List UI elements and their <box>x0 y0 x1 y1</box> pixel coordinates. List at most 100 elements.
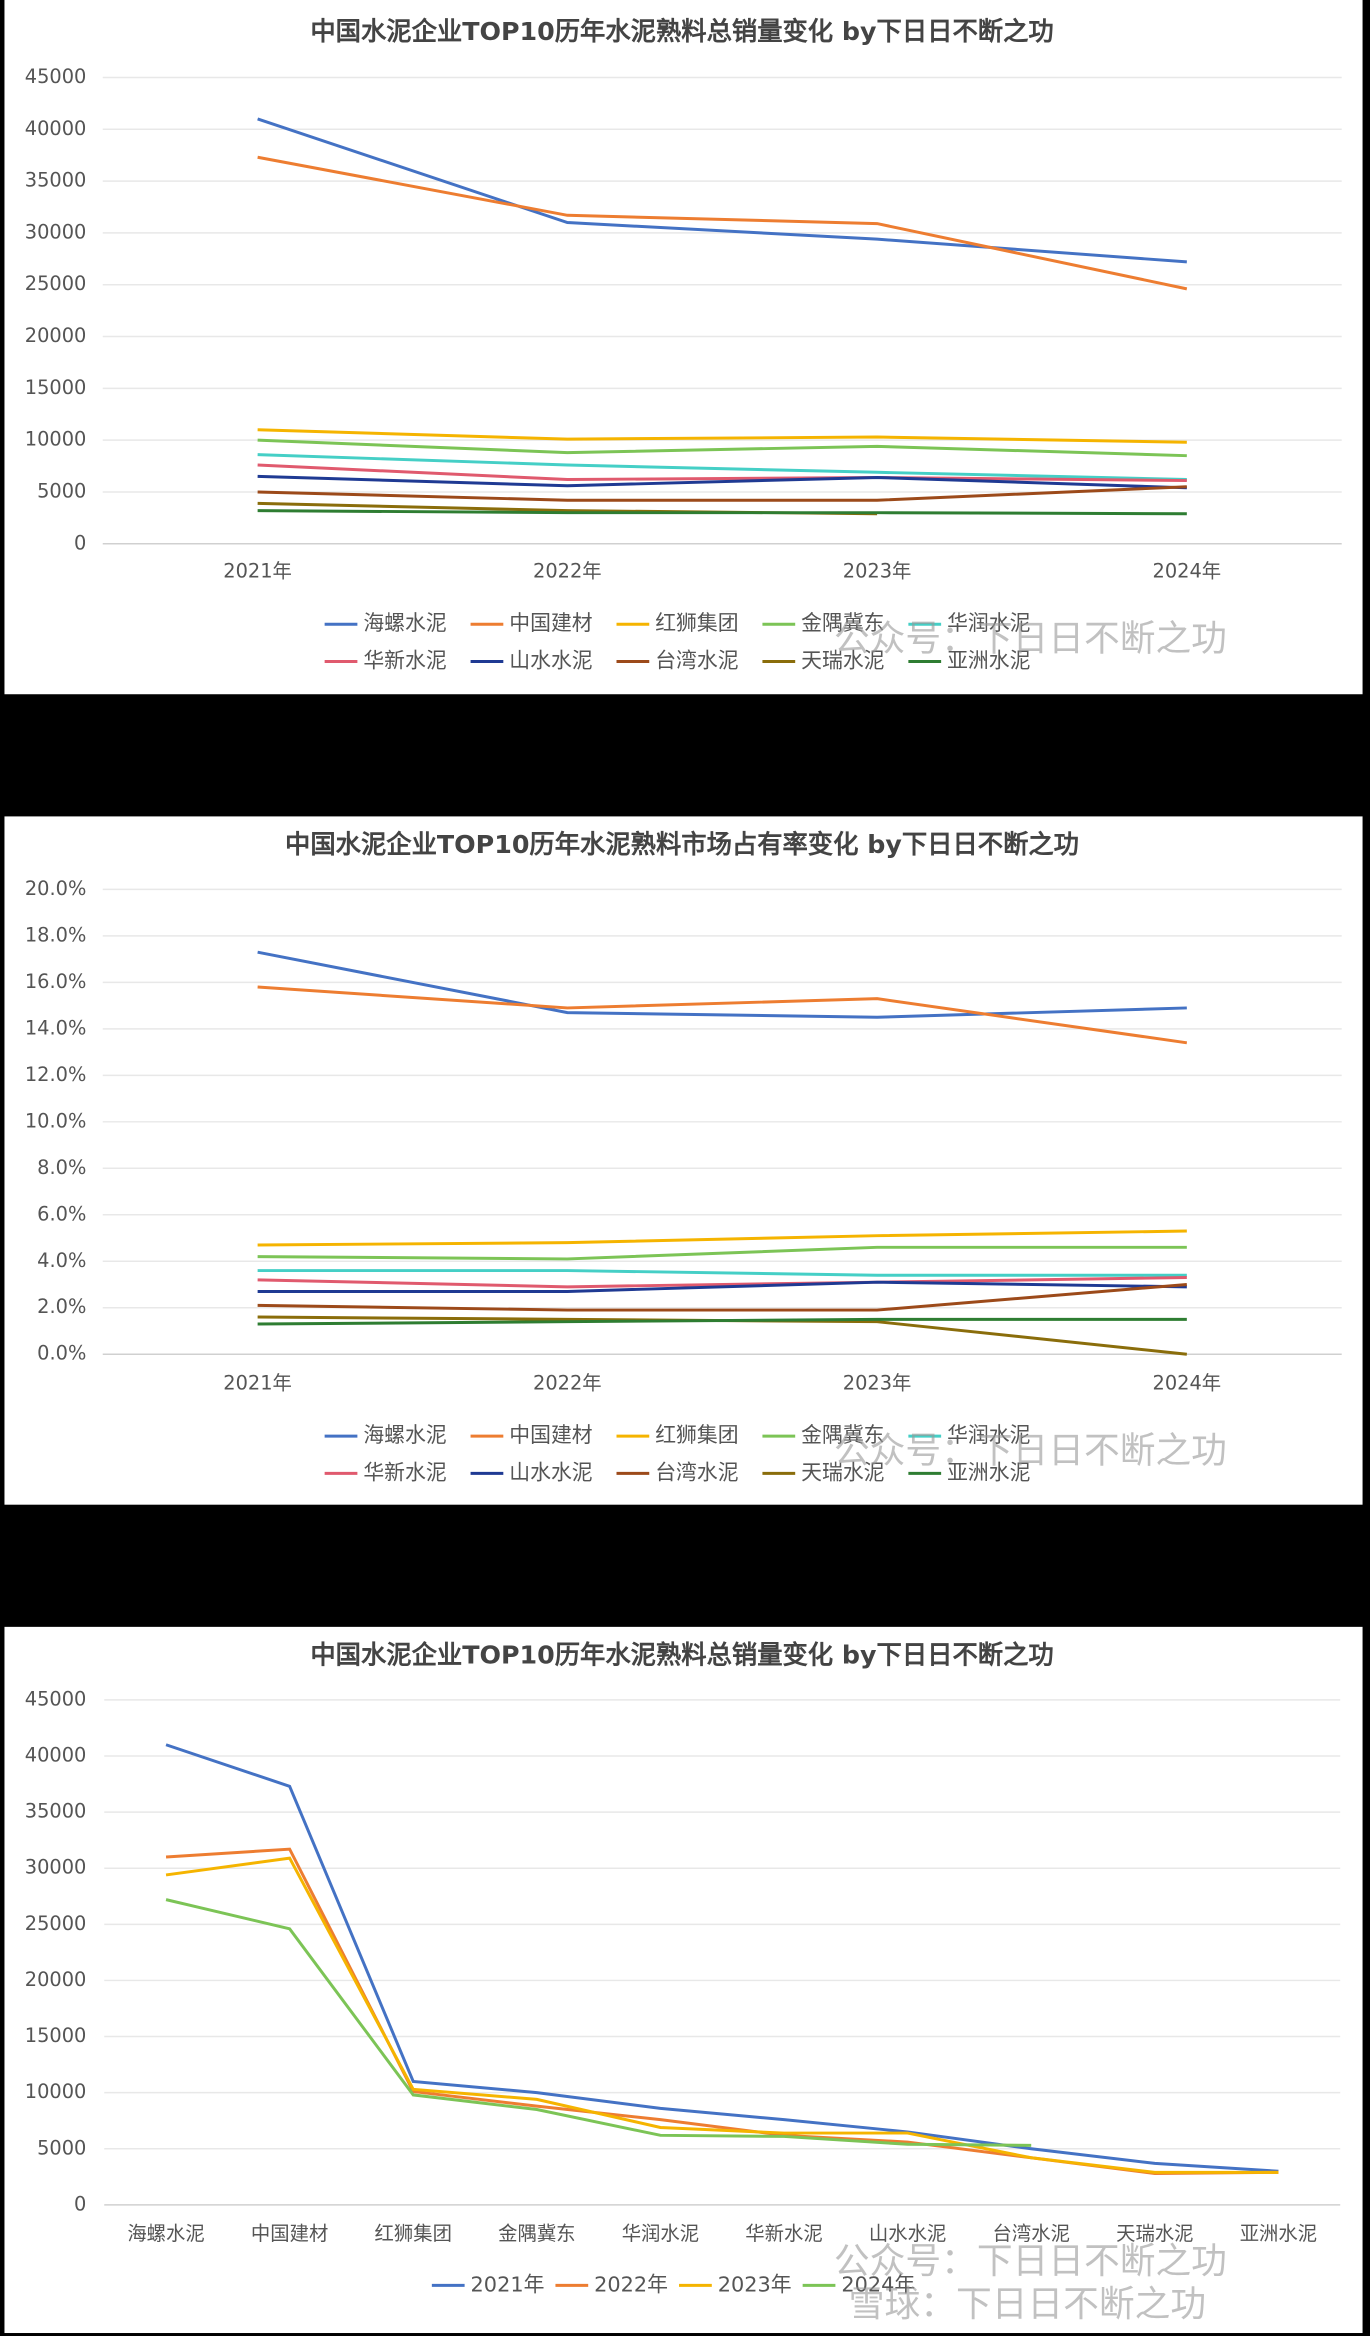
y-tick-label: 5000 <box>37 479 86 502</box>
x-tick-label: 亚洲水泥 <box>1240 2222 1317 2245</box>
series-line <box>257 1317 1187 1326</box>
x-tick-label: 海螺水泥 <box>127 2222 204 2245</box>
panel <box>4 0 1363 695</box>
y-tick-label: 20000 <box>25 1968 87 1991</box>
x-tick-label: 2023年 <box>843 1372 912 1395</box>
legend-label: 华新水泥 <box>363 648 446 672</box>
y-tick-label: 35000 <box>25 1800 87 1823</box>
series-line <box>257 1276 1187 1289</box>
y-tick-label: 18.0% <box>25 923 87 946</box>
y-tick-label: 30000 <box>25 220 87 243</box>
legend-label: 金隅冀东 <box>801 1423 884 1447</box>
y-tick-label: 20000 <box>25 324 87 347</box>
x-tick-label: 中国建材 <box>251 2222 328 2245</box>
y-tick-label: 45000 <box>25 1687 87 1710</box>
series-line <box>165 1743 1279 2173</box>
y-tick-label: 35000 <box>25 169 87 192</box>
x-tick-label: 2021年 <box>223 1372 292 1395</box>
series-line <box>257 485 1187 502</box>
series-line <box>257 1245 1187 1261</box>
y-tick-label: 10000 <box>25 428 87 451</box>
watermark: 公众号：下日日不断之功 <box>834 2241 1227 2282</box>
series-line <box>257 474 1187 490</box>
x-tick-label: 2023年 <box>843 560 912 583</box>
legend-label: 中国建材 <box>509 611 592 635</box>
legend-label: 亚洲水泥 <box>947 1460 1030 1484</box>
series-line <box>257 155 1188 291</box>
x-tick-label: 山水水泥 <box>869 2222 946 2245</box>
series-line <box>165 1856 1279 2174</box>
x-tick-label: 红狮集团 <box>375 2222 452 2245</box>
y-tick-label: 15000 <box>25 2024 87 2047</box>
series-line <box>257 950 1187 1019</box>
series-line <box>257 463 1187 483</box>
legend-label: 中国建材 <box>509 1423 592 1447</box>
y-tick-label: 15000 <box>25 376 87 399</box>
y-tick-label: 5000 <box>37 2136 86 2159</box>
legend-label: 红狮集团 <box>655 1423 738 1447</box>
x-tick-label: 2021年 <box>223 560 292 583</box>
x-tick-label: 天瑞水泥 <box>1116 2222 1193 2245</box>
y-tick-label: 0 <box>74 531 86 554</box>
y-tick-label: 14.0% <box>25 1016 87 1039</box>
legend-label: 2021年 <box>471 2272 545 2296</box>
x-tick-label: 金隅冀东 <box>498 2222 575 2245</box>
series-line <box>257 438 1187 458</box>
legend-label: 2023年 <box>718 2272 792 2296</box>
legend-label: 海螺水泥 <box>363 1423 446 1447</box>
y-tick-label: 6.0% <box>37 1202 86 1225</box>
legend-label: 华新水泥 <box>363 1460 446 1484</box>
watermark: 雪球：下日日不断之功 <box>849 2284 1206 2325</box>
x-tick-label: 2022年 <box>533 1372 602 1395</box>
y-tick-label: 25000 <box>25 1912 87 1935</box>
chart-title: 中国水泥企业TOP10历年水泥熟料市场占有率变化 by下日日不断之功 <box>285 829 1079 859</box>
series-line <box>257 1229 1187 1247</box>
x-tick-label: 华润水泥 <box>622 2222 699 2245</box>
legend-label: 2022年 <box>594 2272 668 2296</box>
watermark: 公众号：下日日不断之功 <box>834 1431 1227 1472</box>
y-tick-label: 0.0% <box>37 1342 86 1365</box>
y-tick-label: 0 <box>74 2192 86 2215</box>
chart-title: 中国水泥企业TOP10历年水泥熟料总销量变化 by下日日不断之功 <box>310 16 1053 46</box>
y-tick-label: 40000 <box>25 117 87 140</box>
legend-label: 台湾水泥 <box>655 648 738 672</box>
y-tick-label: 10000 <box>25 2080 87 2103</box>
legend-label: 台湾水泥 <box>655 1460 738 1484</box>
y-tick-label: 20.0% <box>25 877 87 900</box>
series-line <box>257 985 1188 1045</box>
x-tick-label: 2024年 <box>1153 560 1222 583</box>
legend-label: 天瑞水泥 <box>801 648 884 672</box>
y-tick-label: 10.0% <box>25 1109 87 1132</box>
y-tick-label: 45000 <box>25 65 87 88</box>
y-tick-label: 40000 <box>25 1743 87 1766</box>
watermark: 公众号：下日日不断之功 <box>834 619 1227 660</box>
legend-label: 2024年 <box>841 2272 915 2296</box>
legend-label: 海螺水泥 <box>363 611 446 635</box>
y-tick-label: 30000 <box>25 1856 87 1879</box>
y-tick-label: 16.0% <box>25 970 87 993</box>
legend-label: 红狮集团 <box>655 611 738 635</box>
chart-title: 中国水泥企业TOP10历年水泥熟料总销量变化 by下日日不断之功 <box>310 1640 1053 1670</box>
panel <box>4 816 1363 1505</box>
series-line <box>165 1898 1032 2147</box>
y-tick-label: 25000 <box>25 272 87 295</box>
legend-label: 山水水泥 <box>509 1460 592 1484</box>
series-line <box>257 453 1187 482</box>
series-line <box>257 509 1187 516</box>
legend-label: 华润水泥 <box>947 611 1030 635</box>
series-line <box>257 1269 1187 1277</box>
legend-label: 天瑞水泥 <box>801 1460 884 1484</box>
x-tick-label: 2022年 <box>533 560 602 583</box>
legend-label: 华润水泥 <box>947 1423 1030 1447</box>
y-tick-label: 2.0% <box>37 1295 86 1318</box>
x-tick-label: 台湾水泥 <box>993 2222 1070 2245</box>
x-tick-label: 2024年 <box>1153 1372 1222 1395</box>
legend-label: 亚洲水泥 <box>947 648 1030 672</box>
y-tick-label: 12.0% <box>25 1063 87 1086</box>
legend-label: 金隅冀东 <box>801 611 884 635</box>
series-line <box>257 428 1187 444</box>
y-tick-label: 8.0% <box>37 1156 86 1179</box>
x-tick-label: 华新水泥 <box>745 2222 822 2245</box>
